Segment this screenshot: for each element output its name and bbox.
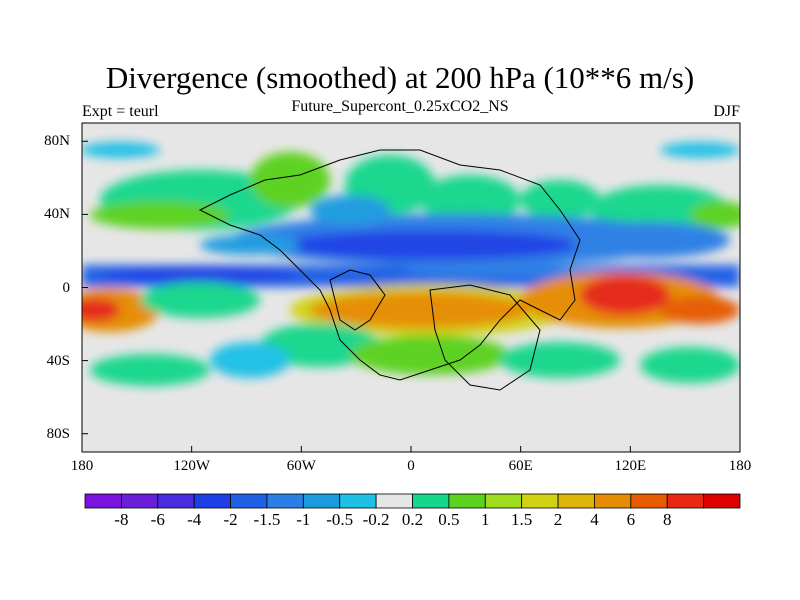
colorbar xyxy=(84,493,741,509)
field-patch xyxy=(400,263,600,277)
colorbar-label: 0.2 xyxy=(401,510,424,529)
y-tick-label: 80S xyxy=(46,425,70,442)
colorbar-label: -0.2 xyxy=(362,510,390,529)
field-patch xyxy=(260,323,380,367)
field-patch xyxy=(640,347,740,383)
colorbar-label: -4 xyxy=(187,510,202,529)
x-tick-label: 0 xyxy=(407,458,415,474)
field-patch xyxy=(90,201,230,229)
field-patch xyxy=(82,298,120,322)
plot-subtitle: Future_Supercont_0.25xCO2_NS xyxy=(291,98,509,115)
colorbar-label: 1.5 xyxy=(511,510,533,529)
y-tick-label: 40N xyxy=(44,206,70,223)
colorbar-swatch xyxy=(703,493,741,509)
continent-outline xyxy=(329,269,386,331)
colorbar-label: -0.5 xyxy=(326,510,354,529)
colorbar-swatch xyxy=(412,493,450,509)
field-patch xyxy=(690,201,740,229)
colorbar-swatch xyxy=(375,493,413,509)
season-label: DJF xyxy=(713,103,740,120)
field-patch xyxy=(280,230,580,260)
field-patch xyxy=(660,296,740,324)
colorbar-label: 8 xyxy=(662,510,672,529)
colorbar-swatch xyxy=(630,493,668,509)
x-tick-label: 120E xyxy=(614,458,647,474)
field-patch xyxy=(250,152,330,208)
colorbar-swatch xyxy=(84,493,122,509)
x-tick-label: 60W xyxy=(286,458,316,474)
field-patch xyxy=(310,292,530,328)
experiment-label: Expt = teurl xyxy=(82,103,159,120)
continent-outline xyxy=(198,149,581,381)
colorbar-label: -2 xyxy=(223,510,238,529)
colorbar-label: 6 xyxy=(626,510,636,529)
plot-title: Divergence (smoothed) at 200 hPa (10**6 … xyxy=(105,60,695,95)
colorbar-swatch xyxy=(193,493,231,509)
continent-outline xyxy=(429,284,541,391)
field-patch xyxy=(580,275,670,315)
colorbar-label: 4 xyxy=(590,510,599,529)
field-patch xyxy=(100,267,300,283)
x-tick-label: 180 xyxy=(70,458,94,474)
field-patch xyxy=(520,180,600,220)
y-tick-label: 40S xyxy=(46,352,70,369)
colorbar-swatch xyxy=(230,493,268,509)
field-patch xyxy=(210,342,290,378)
field-patch xyxy=(350,335,510,375)
x-tick-label: 180 xyxy=(728,458,752,474)
field-patch xyxy=(570,222,730,258)
colorbar-label: -8 xyxy=(114,510,129,529)
field-patch xyxy=(310,195,390,225)
colorbar-swatch xyxy=(557,493,595,509)
colorbar-label: 1 xyxy=(481,510,490,529)
field-patch xyxy=(82,142,160,158)
field-patch xyxy=(420,175,520,225)
y-tick-label: 80N xyxy=(44,133,70,150)
colorbar-swatch xyxy=(339,493,377,509)
field-patch xyxy=(140,282,260,318)
colorbar-label: 0.5 xyxy=(438,510,460,529)
colorbar-swatch xyxy=(302,493,341,509)
colorbar-label: -1.5 xyxy=(253,510,281,529)
colorbar-label: -1 xyxy=(296,510,311,529)
divergence-field xyxy=(82,142,740,391)
colorbar-label: -6 xyxy=(150,510,165,529)
colorbar-swatch xyxy=(266,493,304,509)
axis-ticks xyxy=(81,140,741,452)
colorbar-swatch xyxy=(666,493,705,509)
y-tick-label: 0 xyxy=(62,279,71,296)
colorbar-swatch xyxy=(521,493,559,509)
field-patch xyxy=(660,142,740,158)
field-patch xyxy=(200,235,300,255)
field-patch xyxy=(500,342,620,378)
field-patch xyxy=(90,354,210,386)
colorbar-label: 2 xyxy=(553,510,563,529)
x-tick-label: 120W xyxy=(173,458,210,474)
colorbar-swatch xyxy=(484,493,523,509)
colorbar-swatch xyxy=(448,493,486,509)
continent-outlines xyxy=(198,149,581,391)
colorbar-swatch xyxy=(120,493,159,509)
x-tick-label: 60E xyxy=(508,458,533,474)
colorbar-swatch xyxy=(157,493,195,509)
colorbar-swatch xyxy=(594,493,632,509)
